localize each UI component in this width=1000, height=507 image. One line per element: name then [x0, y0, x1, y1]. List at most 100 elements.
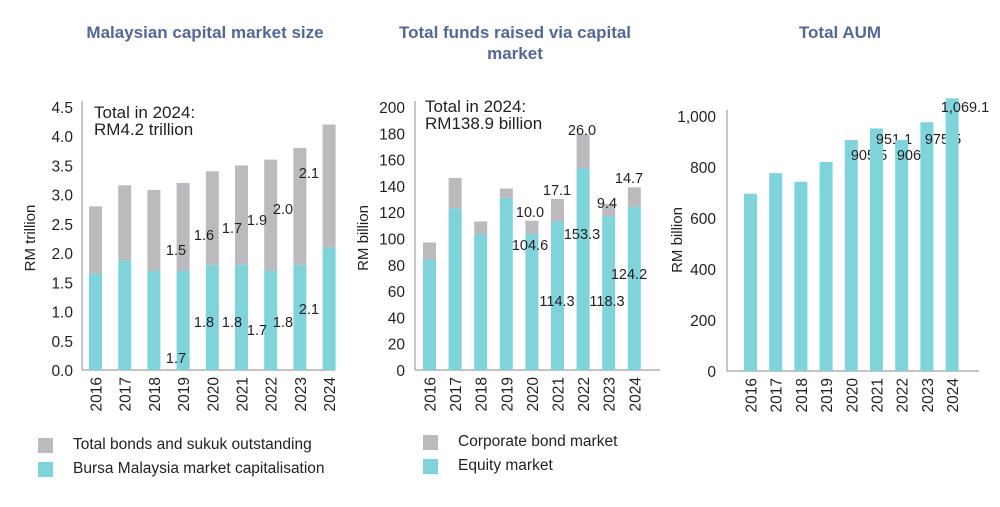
y-tick-label: 3.0	[51, 188, 73, 205]
y-tick-label: 0.5	[51, 334, 73, 351]
data-label: 17.1	[543, 183, 571, 199]
annotation-line-2: RM138.9 billion	[425, 114, 542, 133]
bar-2016-total-aum	[744, 193, 757, 371]
bar-2022-total-aum	[895, 139, 909, 371]
bar-2023-equity-market	[602, 216, 616, 370]
x-tick-label: 2021	[235, 377, 252, 411]
bar-2024-bursa-malaysia-market-capitalisation	[322, 247, 336, 370]
bar-2022-total-bonds-and-sukuk-outstanding	[264, 159, 278, 271]
y-tick-label: 180	[379, 126, 405, 143]
x-tick-label: 2016	[744, 378, 761, 412]
x-tick-label: 2023	[920, 378, 937, 412]
data-label: 118.3	[589, 294, 624, 310]
x-tick-label: 2023	[602, 377, 619, 411]
x-tick-label: 2018	[794, 378, 811, 412]
bar-2019-equity-market	[499, 197, 513, 370]
x-tick-label: 2019	[819, 378, 836, 412]
x-tick-label: 2017	[118, 377, 135, 411]
bar-2017-bursa-malaysia-market-capitalisation	[118, 260, 132, 370]
bar-2020-total-aum	[844, 140, 858, 371]
bar-2021-total-bonds-and-sukuk-outstanding	[235, 165, 248, 265]
data-label: 9.4	[597, 196, 617, 212]
y-tick-label: 4.0	[51, 129, 73, 146]
y-tick-label: 1,000	[677, 109, 716, 126]
chart-total-aum: 0 200 400 600 800 1,000 RM billion 2016 2017 2018…	[669, 98, 989, 413]
x-tick-label: 2020	[205, 377, 222, 412]
legend-label: Total bonds and sukuk outstanding	[73, 436, 312, 453]
x-tick-label: 2024	[945, 378, 962, 413]
y-tick-label: 0	[396, 363, 405, 380]
data-label: 1.7	[222, 221, 242, 237]
data-label: 153.3	[564, 227, 600, 243]
legend-swatch-market-cap	[38, 461, 53, 477]
chart-capital-market-size: 0.0 0.5 1.0 1.5 2.0 2.5 3.0 3.5 4.0 4.5 RM trillio…	[22, 100, 339, 412]
bar-2019-corporate-bond-market	[499, 188, 513, 198]
x-tick-label: 2017	[448, 377, 465, 411]
data-label: 10.0	[516, 205, 544, 221]
bar-2019-total-bonds-and-sukuk-outstanding	[176, 182, 190, 271]
bar-2017-equity-market	[448, 208, 462, 370]
chart-title: Total AUM	[798, 23, 882, 42]
data-label: 14.7	[615, 171, 643, 187]
data-label: 124.2	[611, 267, 647, 283]
y-tick-label: 40	[388, 310, 406, 327]
legend-item: Total bonds and sukuk outstanding	[38, 433, 325, 457]
y-tick-label: 60	[388, 284, 406, 301]
x-tick-label: 2018	[147, 377, 164, 411]
y-tick-label: 160	[379, 153, 405, 170]
annotation-line-1: Total in 2024:	[425, 97, 526, 116]
chart-title: Malaysian capital market size	[86, 23, 324, 42]
chart-panel-total-aum: Total AUM 0 200 400 600 800 1,000 RM billion 20…	[665, 0, 1000, 507]
data-label: 26.0	[568, 123, 596, 139]
bar-2021-corporate-bond-market	[551, 198, 564, 222]
x-tick-label: 2018	[474, 377, 491, 411]
legend: Corporate bond market Equity market	[423, 430, 617, 478]
x-tick-label: 2022	[895, 378, 912, 412]
y-tick-label: 120	[379, 205, 405, 222]
y-axis-label: RM billion	[669, 207, 686, 273]
bar-2024-total-aum	[945, 98, 959, 371]
bar-2023-bursa-malaysia-market-capitalisation	[293, 264, 307, 370]
y-tick-label: 400	[690, 262, 716, 279]
y-tick-label: 100	[379, 232, 405, 249]
legend-label: Equity market	[458, 457, 553, 474]
bar-2016-corporate-bond-market	[423, 242, 436, 260]
bar-2017-total-aum	[769, 173, 783, 371]
chart-panel-funds-raised: Total funds raised via capital market 0 2…	[345, 0, 665, 507]
y-tick-label: 3.5	[51, 158, 73, 175]
bar-2022-equity-market	[576, 168, 590, 370]
x-tick-label: 2019	[176, 377, 193, 411]
bar-2017-corporate-bond-market	[448, 178, 462, 209]
y-tick-label: 80	[388, 258, 406, 275]
legend-label: Corporate bond market	[458, 433, 618, 450]
x-tick-label: 2022	[576, 377, 593, 411]
data-label: 1.7	[166, 351, 186, 367]
bar-2016-total-bonds-and-sukuk-outstanding	[89, 206, 102, 274]
legend-swatch-bonds	[38, 437, 53, 453]
x-tick-label: 2022	[264, 377, 281, 411]
data-label: 104.6	[512, 238, 548, 254]
bar-2023-total-aum	[920, 122, 934, 371]
y-tick-label: 140	[379, 179, 405, 196]
x-tick-label: 2016	[89, 377, 106, 411]
bar-2018-total-aum	[794, 181, 808, 371]
y-tick-label: 1.5	[51, 275, 73, 292]
annotation-line-2: RM4.2 trillion	[94, 120, 193, 139]
data-label: 1.7	[247, 323, 267, 339]
x-tick-label: 2019	[499, 377, 516, 411]
data-label: 1.5	[166, 243, 186, 259]
y-tick-label: 0.0	[51, 363, 73, 380]
x-tick-label: 2021	[551, 377, 568, 411]
data-label: 1,069.1	[941, 100, 989, 116]
x-tick-label: 2017	[769, 378, 786, 412]
y-tick-label: 20	[388, 337, 406, 354]
legend-item: Equity market	[423, 454, 617, 478]
x-tick-label: 2020	[844, 378, 861, 413]
bar-2020-total-bonds-and-sukuk-outstanding	[205, 171, 219, 265]
bar-2020-corporate-bond-market	[525, 220, 539, 234]
data-label: 114.3	[539, 294, 574, 310]
legend-swatch-corporate-bond	[423, 434, 438, 450]
bar-2023-corporate-bond-market	[602, 203, 616, 217]
x-tick-label: 2016	[423, 377, 440, 411]
bar-2018-equity-market	[474, 234, 488, 370]
